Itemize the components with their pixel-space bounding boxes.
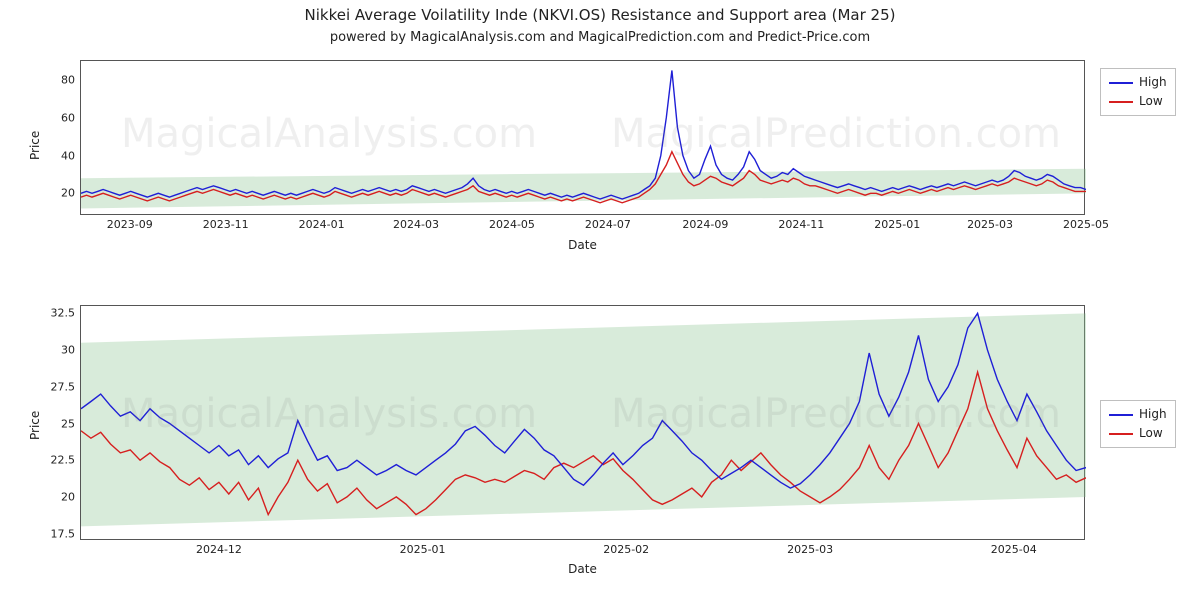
x-tick-label: 2024-05 (489, 218, 535, 231)
page: { "meta": { "title": "Nikkei Average Voi… (0, 0, 1200, 600)
legend-swatch-high (1109, 414, 1133, 416)
x-tick-label: 2025-01 (400, 543, 446, 556)
x-tick-label: 2023-09 (107, 218, 153, 231)
legend-label-high: High (1139, 73, 1167, 92)
x-tick-label: 2024-12 (196, 543, 242, 556)
legend-label-high: High (1139, 405, 1167, 424)
x-tick-label: 2024-01 (299, 218, 345, 231)
x-tick-label: 2025-04 (991, 543, 1037, 556)
chart-b-plot-area: MagicalAnalysis.com MagicalPrediction.co… (80, 305, 1085, 540)
support-band (81, 169, 1086, 209)
y-tick-label: 17.5 (25, 527, 75, 540)
legend-label-low: Low (1139, 424, 1163, 443)
legend-row-high: High (1109, 73, 1167, 92)
x-tick-label: 2025-02 (603, 543, 649, 556)
y-tick-label: 20 (25, 187, 75, 200)
chart-a-legend: High Low (1100, 68, 1176, 116)
chart-a-xlabel: Date (80, 238, 1085, 252)
chart-b-ylabel: Price (28, 411, 42, 440)
chart-b-xlabel: Date (80, 562, 1085, 576)
legend-row-low: Low (1109, 424, 1167, 443)
y-tick-label: 32.5 (25, 307, 75, 320)
legend-swatch-low (1109, 433, 1133, 435)
y-tick-label: 30 (25, 344, 75, 357)
chart-b-legend: High Low (1100, 400, 1176, 448)
chart-a-plot-area: MagicalAnalysis.com MagicalPrediction.co… (80, 60, 1085, 215)
x-tick-label: 2024-07 (585, 218, 631, 231)
y-tick-label: 80 (25, 73, 75, 86)
chart-subtitle: powered by MagicalAnalysis.com and Magic… (0, 30, 1200, 45)
x-tick-label: 2024-11 (778, 218, 824, 231)
x-tick-label: 2025-03 (787, 543, 833, 556)
legend-swatch-low (1109, 101, 1133, 103)
legend-label-low: Low (1139, 92, 1163, 111)
y-tick-label: 20 (25, 490, 75, 503)
x-tick-label: 2023-11 (203, 218, 249, 231)
chart-title: Nikkei Average Voilatility Inde (NKVI.OS… (0, 6, 1200, 24)
y-tick-label: 60 (25, 111, 75, 124)
y-tick-label: 22.5 (25, 454, 75, 467)
x-tick-label: 2025-05 (1063, 218, 1109, 231)
x-tick-label: 2025-03 (967, 218, 1013, 231)
x-tick-label: 2024-09 (682, 218, 728, 231)
x-tick-label: 2024-03 (393, 218, 439, 231)
x-tick-label: 2025-01 (874, 218, 920, 231)
support-band (81, 313, 1086, 526)
legend-row-high: High (1109, 405, 1167, 424)
chart-a-ylabel: Price (28, 131, 42, 160)
legend-row-low: Low (1109, 92, 1167, 111)
legend-swatch-high (1109, 82, 1133, 84)
y-tick-label: 27.5 (25, 380, 75, 393)
